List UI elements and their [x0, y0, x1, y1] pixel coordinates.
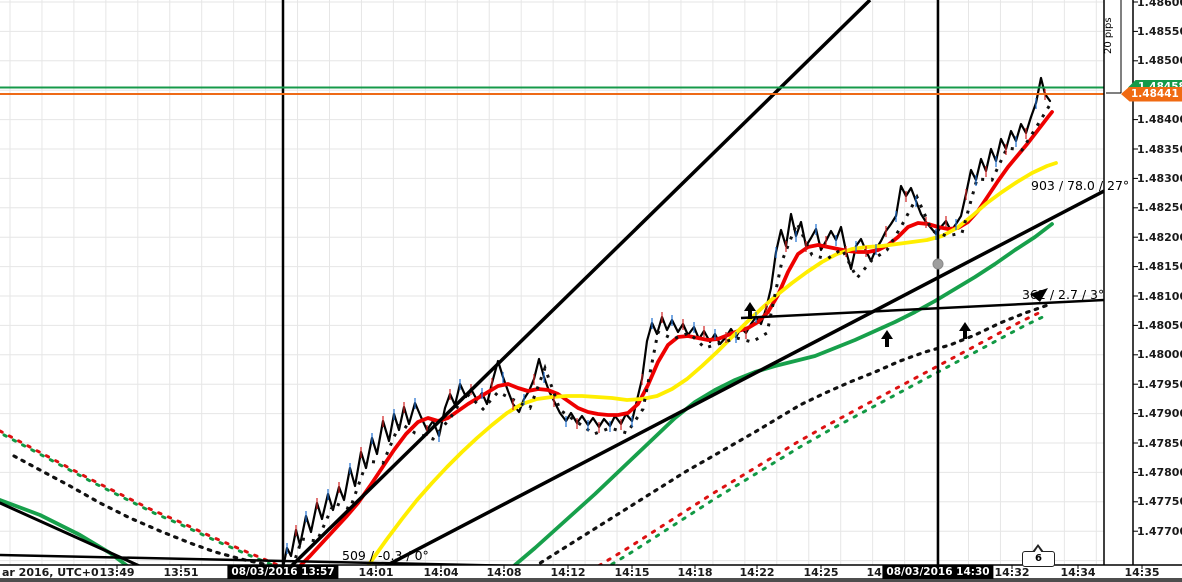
ne-arrowhead-icon: [1030, 288, 1048, 302]
time-axis-label: 14:34: [1060, 566, 1096, 579]
dotted-price-trail: [291, 102, 1053, 565]
time-axis-label: 14:15: [614, 566, 650, 579]
trendline-handle-dot[interactable]: [932, 258, 944, 270]
price-axis-label: 1.48050: [1137, 318, 1182, 332]
dots-red-desc: [0, 429, 282, 565]
price-axis-label: 1.48200: [1137, 230, 1182, 244]
dots-green-rise: [607, 312, 1051, 565]
ma-slow-green: [512, 222, 1054, 565]
price-bid-line: [282, 76, 1052, 565]
price-axis-label: 1.48100: [1137, 289, 1182, 303]
price-axis-label: 1.48400: [1137, 113, 1182, 127]
price-axis-label: 1.48000: [1137, 348, 1182, 362]
buy-arrow-icon: [959, 322, 971, 339]
pips-ruler: [1106, 0, 1122, 94]
trendline-27deg[interactable]: [355, 189, 1104, 582]
buy-arrow-icon: [881, 330, 893, 347]
time-axis-label: 14:08: [486, 566, 522, 579]
price-axis-label: 1.47750: [1137, 495, 1182, 509]
pips-ruler-label: 20 pips: [1103, 17, 1114, 55]
price-axis-label: 1.48500: [1137, 54, 1182, 68]
current-price-tag: 1.48441: [1121, 86, 1182, 102]
time-axis-label: 14:35: [1124, 566, 1160, 579]
timezone-label: ar 2016, UTC+0: [2, 566, 99, 579]
price-axis-label: 1.47950: [1137, 377, 1182, 391]
price-axis-label: 1.48300: [1137, 171, 1182, 185]
black-desc-line: [0, 501, 141, 565]
price-axis-label: 1.47700: [1137, 524, 1182, 538]
vertical-line-time-label-1357[interactable]: 08/03/2016 13:57: [227, 565, 339, 579]
trendline-annotation: 362 / 2.7 / 3°: [1022, 287, 1105, 302]
bar-count-balloon[interactable]: 6: [1022, 544, 1055, 567]
time-axis-label: 14:01: [358, 566, 394, 579]
ma-mid-yellow: [366, 161, 1058, 565]
time-axis-label: 13:51: [163, 566, 199, 579]
price-axis-label: 1.48600: [1137, 0, 1182, 9]
time-axis-label: 14:12: [550, 566, 586, 579]
vertical-line-time-label-1430[interactable]: 08/03/2016 14:30: [882, 565, 994, 579]
dots-red-rise: [597, 308, 1047, 565]
dots-green-desc: [2, 433, 277, 565]
time-axis-label: 14:25: [803, 566, 839, 579]
price-axis-label: 1.48550: [1137, 24, 1182, 38]
time-axis-label: 14:32: [994, 566, 1030, 579]
price-axis-label: 1.47900: [1137, 407, 1182, 421]
buy-arrow-icon: [744, 302, 756, 319]
ma-slow-green-desc: [0, 498, 130, 565]
time-axis-label: 14:04: [423, 566, 459, 579]
bid-ask-ticks: [286, 89, 1046, 554]
time-axis-label: 14:18: [677, 566, 713, 579]
dots-black-rise: [534, 303, 1050, 565]
price-axis-label: 1.48250: [1137, 201, 1182, 215]
time-axis-label: 14:22: [739, 566, 775, 579]
trendline-annotation: 509 / -0.3 / 0°: [342, 548, 429, 563]
price-axis-label: 1.47850: [1137, 436, 1182, 450]
trendline-steep[interactable]: [275, 0, 872, 582]
time-axis-label: 13:49: [99, 566, 135, 579]
price-axis-label: 1.48150: [1137, 260, 1182, 274]
bottom-window-edge: [0, 578, 1182, 582]
trendline-3deg[interactable]: [740, 298, 1104, 320]
dots-black-desc: [12, 454, 266, 565]
price-axis-label: 1.48350: [1137, 142, 1182, 156]
price-axis-label: 1.47800: [1137, 465, 1182, 479]
trendline-annotation: 903 / 78.0 / 27°: [1031, 178, 1130, 193]
